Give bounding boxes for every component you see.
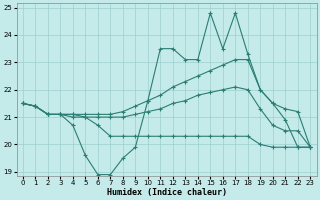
X-axis label: Humidex (Indice chaleur): Humidex (Indice chaleur) [107, 188, 227, 197]
